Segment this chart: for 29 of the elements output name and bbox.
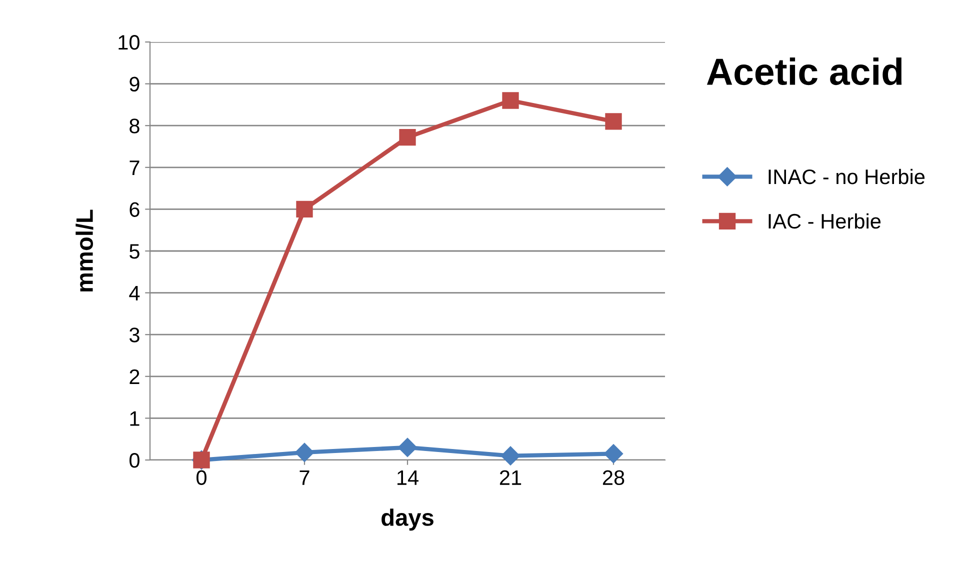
x-axis-title: days xyxy=(382,508,434,531)
y-tick-label: 8 xyxy=(130,118,140,134)
y-tick-label: 10 xyxy=(118,35,140,50)
point xyxy=(294,442,314,462)
x-tick-label: 21 xyxy=(500,470,522,485)
y-tick-label: 4 xyxy=(129,286,140,300)
legend-label: INAC - no Herbie xyxy=(768,168,925,184)
point xyxy=(398,438,418,457)
point xyxy=(399,128,416,146)
point xyxy=(296,200,313,218)
y-tick-label: 2 xyxy=(130,369,140,384)
y-tick-label: 7 xyxy=(130,160,140,175)
y-tick-label: 3 xyxy=(129,328,140,342)
text: Acetic acid xyxy=(706,58,902,86)
point xyxy=(605,113,622,130)
y-tick-label: 9 xyxy=(130,76,140,92)
legend-label: IAC - Herbie xyxy=(768,213,881,229)
point xyxy=(604,444,624,464)
y-axis-title: mmol/L xyxy=(76,210,94,292)
point xyxy=(502,92,519,109)
point xyxy=(500,446,520,466)
y-tick-label: 0 xyxy=(130,453,140,468)
y-tick-label: 5 xyxy=(130,244,140,259)
x-tick-label: 14 xyxy=(398,470,418,485)
y-tick-label: 6 xyxy=(130,202,140,217)
y-tick-label: 1 xyxy=(130,411,140,426)
x-tick-label: 28 xyxy=(602,470,624,486)
x-tick-label: 7 xyxy=(300,470,310,485)
x-tick-label: 0 xyxy=(196,470,206,486)
